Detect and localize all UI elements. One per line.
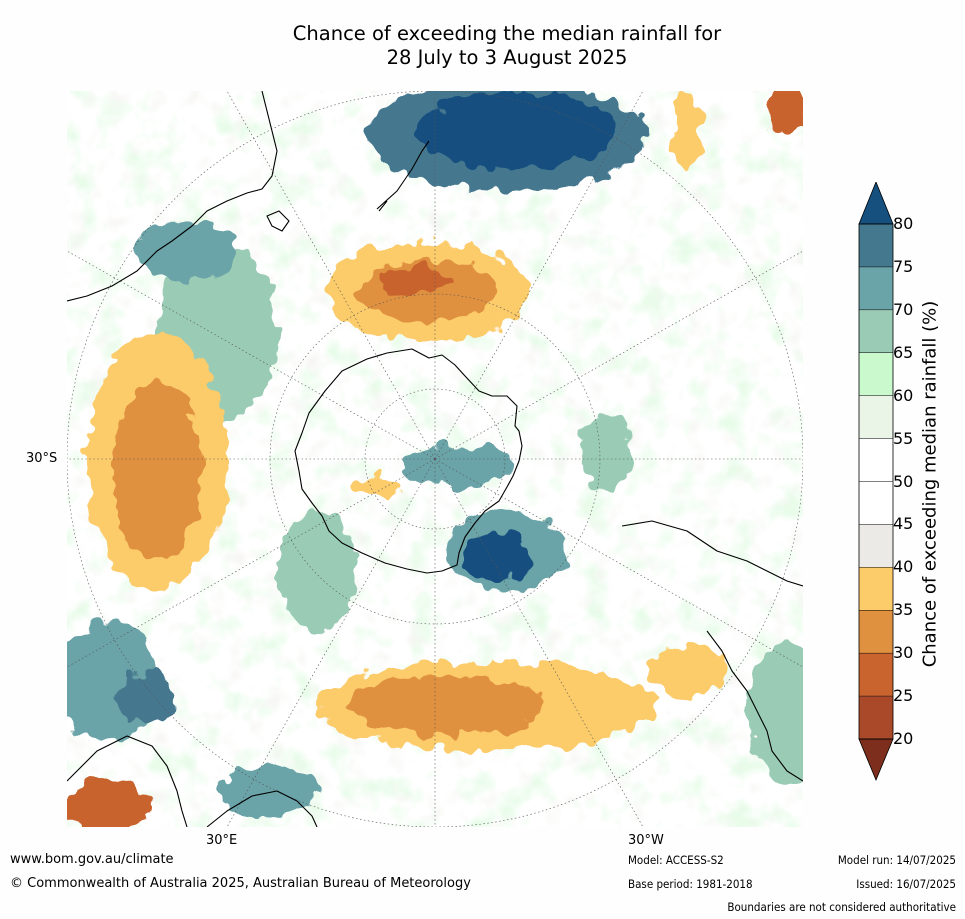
- colorbar-band: [859, 653, 893, 697]
- colorbar-band: [859, 524, 893, 568]
- colorbar-tick-label: 55: [893, 428, 914, 448]
- colorbar-band: [859, 438, 893, 482]
- title-line-2: 28 July to 3 August 2025: [386, 46, 628, 69]
- colorbar-tick-label: 45: [893, 514, 914, 534]
- colorbar-tick-label: 30: [893, 643, 914, 663]
- longitude-label-30e: 30°E: [206, 833, 238, 848]
- model-run-date: Model run: 14/07/2025: [837, 853, 956, 867]
- boundaries-disclaimer: Boundaries are not considered authoritat…: [727, 900, 956, 914]
- colorbar-frame: [858, 223, 894, 740]
- colorbar-band: [859, 224, 893, 267]
- probability-patches: [67, 91, 803, 827]
- south-america-coastline: [621, 520, 803, 587]
- colorbar-tick-label: 60: [893, 385, 914, 405]
- chart-title: Chance of exceeding the median rainfall …: [180, 22, 834, 70]
- colorbar-tick-label: 25: [893, 686, 914, 706]
- colorbar-tick-label: 50: [893, 471, 914, 491]
- colorbar-band: [859, 395, 893, 439]
- colorbar-band: [859, 266, 893, 310]
- colorbar-band: [859, 481, 893, 525]
- colorbar: [856, 180, 896, 782]
- graticule: [67, 91, 803, 827]
- colorbar-extend-max: [858, 180, 894, 225]
- colorbar-band: [859, 567, 893, 611]
- issued-date: Issued: 16/07/2025: [856, 877, 956, 891]
- colorbar-tick-label: 40: [893, 557, 914, 577]
- colorbar-band: [859, 309, 893, 353]
- africa-coastline: [67, 735, 188, 827]
- colorbar-extend-min: [858, 738, 894, 782]
- colorbar-label: Chance of exceeding median rainfall (%): [919, 300, 941, 668]
- new-zealand-coastline: [376, 140, 430, 212]
- colorbar-tick-label: 20: [893, 729, 914, 748]
- colorbar-tick-label: 75: [893, 256, 914, 276]
- colorbar-tick-label: 80: [893, 214, 914, 233]
- colorbar-band: [859, 352, 893, 396]
- colorbar-tick-label: 35: [893, 600, 914, 620]
- base-period-info: Base period: 1981-2018: [628, 877, 753, 891]
- coastlines: [67, 91, 803, 827]
- colorbar-tick-label: 65: [893, 342, 914, 362]
- colorbar-tick-label: 70: [893, 299, 914, 319]
- colorbar-band: [859, 610, 893, 654]
- antarctica-coastline: [294, 348, 523, 574]
- colorbar-band: [859, 696, 893, 739]
- longitude-label-30w: 30°W: [628, 833, 664, 848]
- title-line-1: Chance of exceeding the median rainfall …: [292, 22, 722, 45]
- copyright-notice: © Commonwealth of Australia 2025, Austra…: [10, 876, 471, 891]
- latitude-label-30s: 30°S: [26, 451, 58, 466]
- australia-coastline: [67, 91, 278, 302]
- rainfall-probability-map[interactable]: [67, 91, 803, 827]
- model-info: Model: ACCESS-S2: [628, 853, 724, 867]
- tasmania-coastline: [266, 210, 290, 232]
- bom-url[interactable]: www.bom.gov.au/climate: [10, 852, 174, 867]
